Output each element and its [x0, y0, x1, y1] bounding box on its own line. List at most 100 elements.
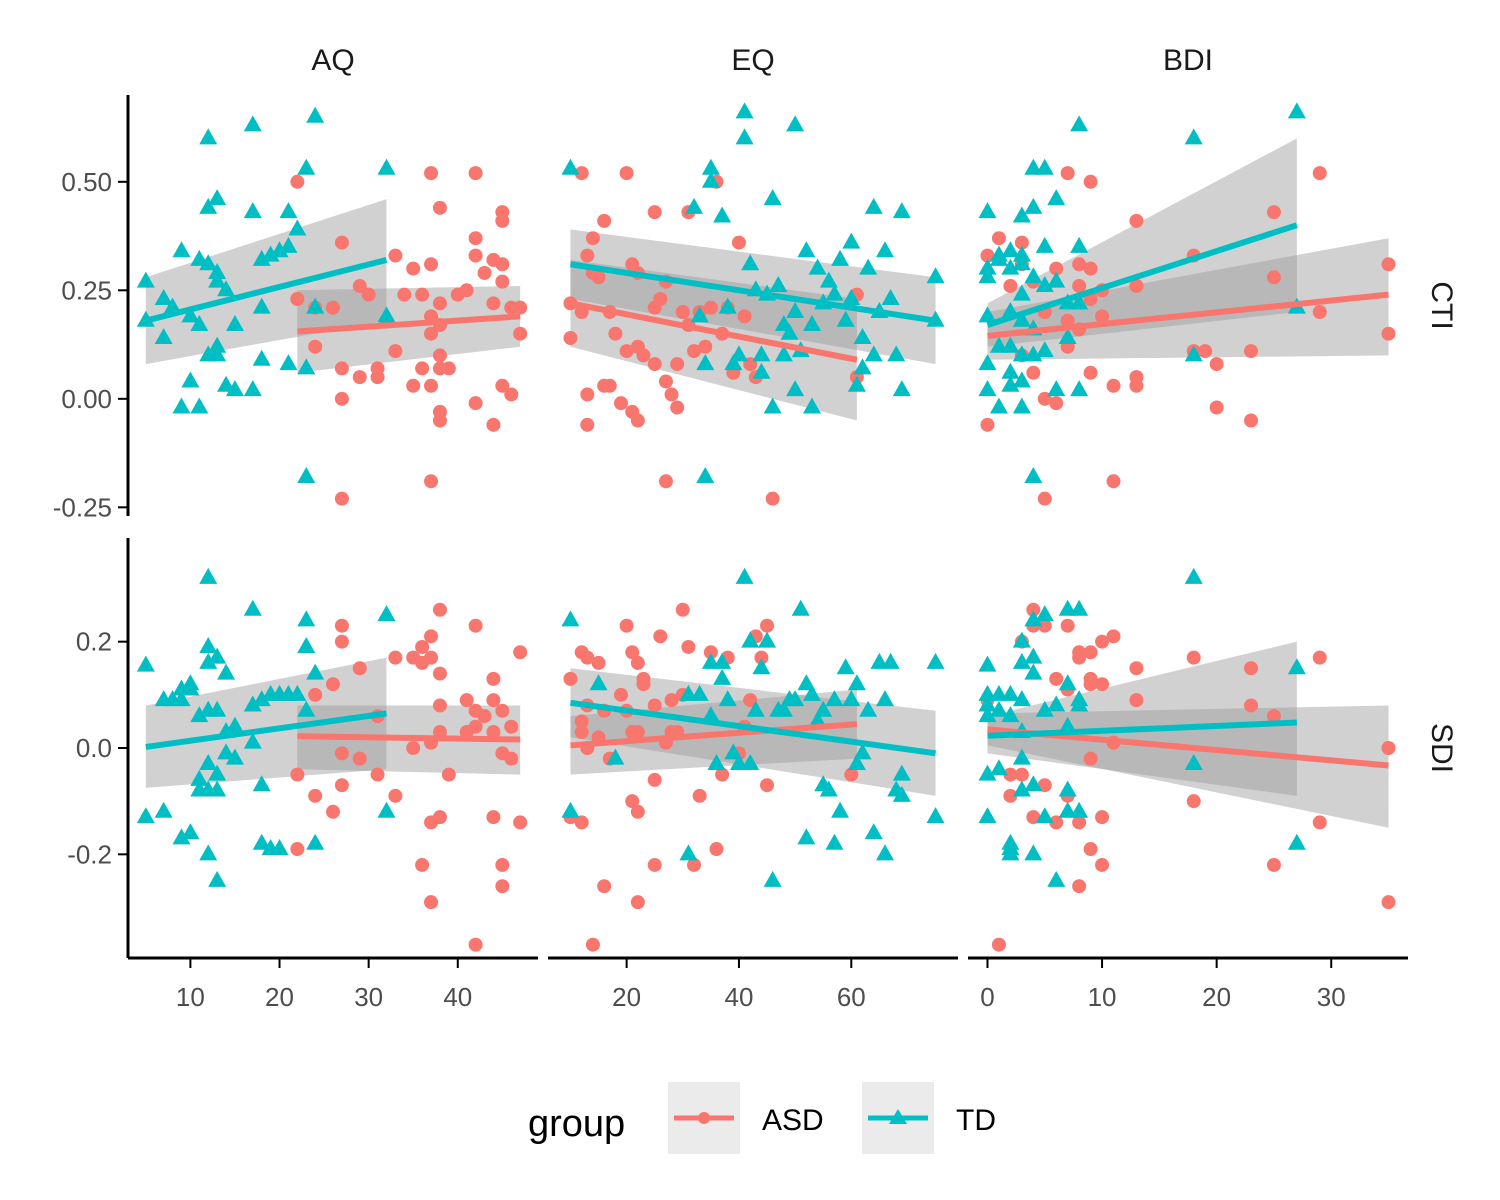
data-point-td [606, 748, 625, 765]
data-point-td [1024, 466, 1043, 483]
data-point-td [297, 700, 316, 717]
data-point-td [1012, 254, 1031, 271]
data-point-td [887, 345, 906, 362]
panel-bdi-sdi [978, 567, 1396, 952]
fit-line-asd [297, 733, 521, 743]
data-point-td [1287, 102, 1306, 119]
data-point-td [842, 690, 861, 707]
data-point-asd [1095, 810, 1110, 825]
fit-line-asd [987, 291, 1389, 339]
data-point-td [741, 753, 760, 770]
data-point-asd [731, 235, 746, 250]
data-point-td [1035, 700, 1054, 717]
data-point-td [279, 202, 298, 219]
data-point-td [377, 306, 396, 323]
data-point-asd [424, 326, 439, 341]
fit-line-td [987, 719, 1297, 739]
data-point-asd [415, 361, 430, 376]
data-point-asd [980, 417, 995, 432]
facet-row-label-sdi: SDI [1425, 723, 1458, 773]
data-point-asd [468, 719, 483, 734]
data-point-td [1184, 345, 1203, 362]
data-point-asd [709, 842, 724, 857]
data-point-td [199, 636, 218, 653]
data-point-asd [1095, 309, 1110, 324]
data-point-asd [415, 287, 430, 302]
legend: group ASD TD [528, 1082, 996, 1154]
data-point-asd [1129, 378, 1144, 393]
data-point-asd [308, 339, 323, 354]
data-point-asd [1083, 645, 1098, 660]
data-point-asd [980, 248, 995, 263]
data-point-asd [1083, 751, 1098, 766]
data-point-td [741, 254, 760, 271]
data-point-asd [991, 937, 1006, 952]
data-point-asd [580, 248, 595, 263]
data-point-td [217, 663, 236, 680]
data-point-td [252, 690, 271, 707]
data-point-asd [1244, 661, 1259, 676]
data-point-td [377, 605, 396, 622]
data-point-td [217, 375, 236, 392]
data-point-asd [703, 300, 718, 315]
data-point-td [780, 323, 799, 340]
data-point-td [1035, 341, 1054, 358]
data-point-asd [352, 751, 367, 766]
data-point-asd [495, 879, 510, 894]
data-point-td [208, 336, 227, 353]
data-point-asd [692, 788, 707, 803]
data-point-asd [574, 714, 589, 729]
data-point-asd [760, 618, 775, 633]
data-point-asd [675, 305, 690, 320]
data-point-asd [326, 677, 340, 692]
data-point-asd [370, 370, 385, 385]
data-point-td [1012, 310, 1031, 327]
data-point-asd [1072, 650, 1087, 665]
data-point-asd [1209, 400, 1224, 415]
data-point-asd [1244, 344, 1259, 359]
data-point-asd [486, 725, 501, 740]
data-point-td [819, 271, 838, 288]
data-point-asd [1381, 326, 1396, 341]
data-point-asd [334, 778, 349, 793]
data-point-td [1001, 706, 1020, 723]
data-point-td [1070, 115, 1089, 132]
data-point-asd [1106, 378, 1121, 393]
data-point-td [1024, 197, 1043, 214]
data-point-asd [614, 687, 629, 702]
fit-line-td [145, 257, 388, 324]
data-point-td [1184, 567, 1203, 584]
data-point-asd [326, 300, 340, 315]
data-point-td [989, 336, 1008, 353]
data-point-td [926, 267, 945, 284]
data-point-asd [1381, 257, 1396, 272]
data-point-asd [1129, 213, 1144, 228]
x-tick-label-aq: 40 [443, 982, 472, 1012]
data-point-asd [1037, 778, 1052, 793]
data-point-asd [424, 257, 439, 272]
data-point-asd [658, 474, 673, 489]
data-point-td [208, 780, 227, 797]
data-point-td [831, 801, 850, 818]
data-point-td [802, 684, 821, 701]
data-point-td [243, 115, 262, 132]
data-point-td [561, 158, 580, 175]
data-point-td [696, 354, 715, 371]
data-point-td [1058, 801, 1077, 818]
facet-column-label-aq: AQ [311, 44, 354, 77]
data-point-td [136, 271, 155, 288]
data-point-asd [495, 703, 510, 718]
data-point-td [217, 743, 236, 760]
data-point-td [288, 684, 307, 701]
data-point-td [1047, 380, 1066, 397]
data-point-td [225, 315, 244, 332]
data-point-td [713, 668, 732, 685]
data-point-td [279, 236, 298, 253]
data-point-asd [1209, 357, 1224, 372]
data-point-asd [468, 396, 483, 411]
data-point-asd [1186, 794, 1201, 809]
data-point-td [1047, 870, 1066, 887]
data-point-asd [1244, 413, 1259, 428]
data-point-asd [432, 602, 447, 617]
